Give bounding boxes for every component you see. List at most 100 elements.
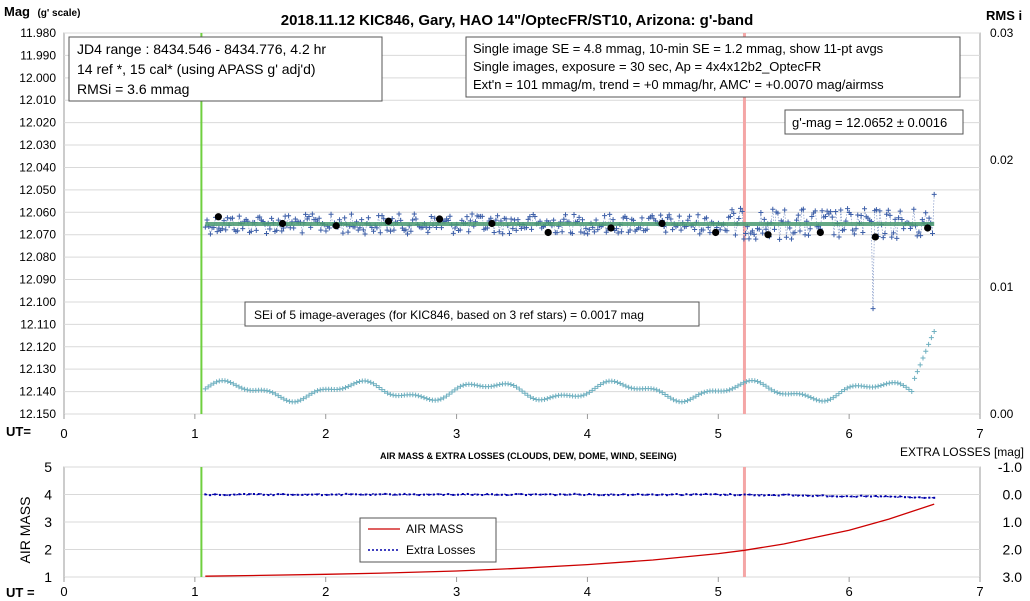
extra-losses-point (578, 493, 581, 496)
rms-point (836, 391, 842, 397)
single-image-point (240, 226, 246, 232)
single-image-point (850, 227, 856, 233)
average-point (332, 222, 340, 230)
single-image-point (561, 216, 567, 222)
single-image-point (365, 215, 371, 221)
extra-losses-point (573, 492, 576, 495)
rms-point (449, 389, 455, 395)
top-x-tick-label: 5 (715, 426, 722, 441)
rms-point (264, 388, 270, 394)
single-image-point (438, 225, 444, 231)
extra-losses-point (777, 494, 780, 497)
single-image-point (649, 213, 655, 219)
rms-point (623, 383, 629, 389)
info-box-settings-line-1: Single image SE = 4.8 mmag, 10-min SE = … (473, 41, 884, 56)
extra-losses-point (656, 494, 659, 497)
single-image-point (230, 215, 236, 221)
single-image-point (738, 205, 744, 211)
single-image-point (885, 207, 891, 213)
single-image-point (554, 230, 560, 236)
extra-losses-point (928, 496, 931, 499)
single-image-point (236, 213, 242, 219)
extra-losses-point (646, 493, 649, 496)
rms-point (581, 392, 587, 398)
extra-losses-point (311, 493, 314, 496)
extra-losses-point (661, 493, 664, 496)
single-image-point (775, 210, 781, 216)
rms-point (738, 381, 744, 387)
single-image-point (724, 228, 730, 234)
single-image-point (882, 231, 888, 237)
single-image-point (603, 229, 609, 235)
rms-point (931, 328, 937, 334)
rms-point (441, 395, 447, 401)
top-y-tick-label: 12.090 (19, 273, 56, 287)
single-image-point (610, 217, 616, 223)
rms-point (771, 388, 777, 394)
rms-point (337, 386, 343, 392)
single-image-point (318, 227, 324, 233)
extra-losses-point (923, 496, 926, 499)
single-image-point (741, 236, 747, 242)
extra-losses-point (364, 493, 367, 496)
extra-losses-point (214, 493, 217, 496)
single-image-point (303, 211, 309, 217)
rms-point (460, 382, 466, 388)
rms-point (884, 381, 890, 387)
single-image-point (644, 226, 650, 232)
rms-point (900, 382, 906, 388)
single-image-point (637, 225, 643, 231)
single-image-point (678, 227, 684, 233)
top-x-tick-label: 6 (846, 426, 853, 441)
top-y2-axis-title: RMS i (986, 8, 1022, 23)
average-point (924, 224, 932, 232)
single-image-point (756, 226, 762, 232)
bottom-x-tick-label: 1 (191, 584, 198, 599)
rms-point (592, 385, 598, 391)
extra-losses-point (709, 493, 712, 496)
single-image-point (563, 212, 569, 218)
rms-point (909, 389, 915, 395)
single-image-point (583, 225, 589, 231)
single-image-point (274, 227, 280, 233)
average-point (435, 215, 444, 223)
rms-point (732, 384, 738, 390)
extra-losses-point (403, 492, 406, 495)
single-image-point (286, 213, 292, 219)
rms-point (656, 388, 662, 394)
extra-losses-point (729, 493, 732, 496)
rms-point (682, 399, 688, 404)
rms-point (872, 384, 878, 390)
single-image-point (739, 208, 745, 214)
extra-losses-point (899, 495, 902, 498)
single-image-point (887, 212, 893, 218)
rms-point (651, 386, 657, 392)
single-image-point (833, 209, 839, 215)
rms-point (844, 385, 850, 391)
rms-point (354, 380, 360, 386)
rms-point (471, 382, 477, 388)
single-image-point (586, 227, 592, 233)
rms-point (267, 389, 273, 395)
bottom-y2-tick-label: 2.0 (1003, 542, 1023, 558)
extra-losses-point (670, 493, 673, 496)
single-image-point (384, 227, 390, 233)
single-image-point (615, 230, 621, 236)
rms-point (923, 348, 929, 354)
single-image-point (267, 226, 273, 232)
extra-losses-point (495, 493, 498, 496)
rms-point (270, 390, 276, 396)
extra-losses-point (904, 496, 907, 499)
single-image-point (345, 229, 351, 235)
rms-point (760, 381, 766, 387)
rms-point (513, 384, 519, 390)
single-image-point (783, 234, 789, 240)
rms-point (928, 335, 934, 341)
rms-point (379, 387, 385, 393)
single-image-point (381, 216, 387, 222)
rms-point (797, 391, 803, 397)
rms-point (584, 391, 590, 397)
extra-losses-point (724, 493, 727, 496)
rms-point (300, 396, 306, 402)
extra-losses-point (884, 495, 887, 498)
